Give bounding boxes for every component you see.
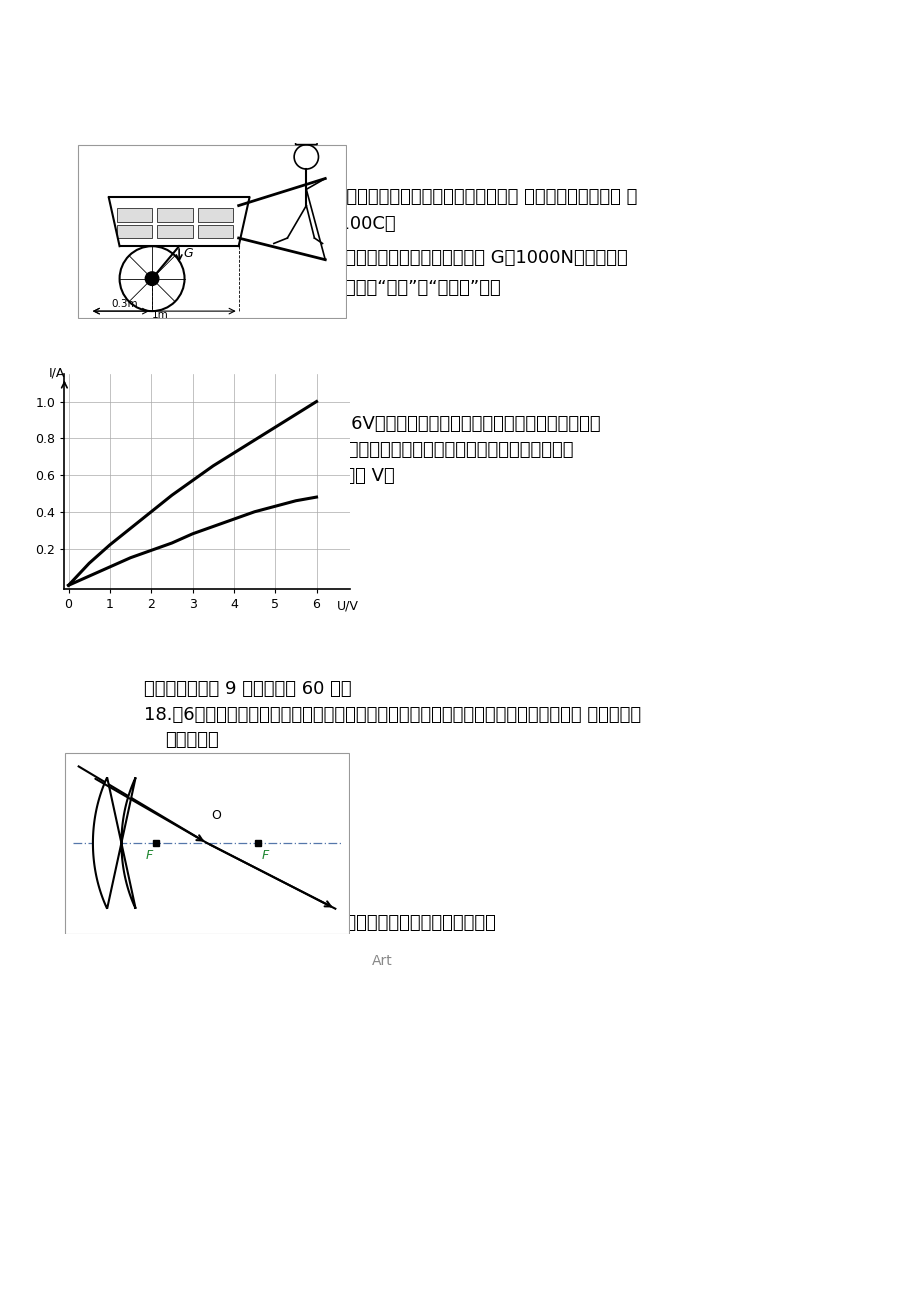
Bar [198,208,233,222]
Text: I/A: I/A [49,366,65,379]
Text: 线。现将两灯串联后接在某一电路中，要使其中一个灯泡正常发光，并保证电路安全，: 线。现将两灯串联后接在某一电路中，要使其中一个灯泡正常发光，并保证电路安全， [165,442,573,459]
Text: 成饭”，他认为是山上的泉水太冷的缘故。实际上，这是由于峨眉山的山上 较低，导致水的永点 的: 成饭”，他认为是山上的泉水太冷的缘故。实际上，这是由于峨眉山的山上 较低，导致水… [165,189,637,206]
Bar [117,208,152,222]
Circle shape [145,272,159,285]
Text: 缘故，此处水的永点　（填“>”）100C。: 缘故，此处水的永点 （填“>”）100C。 [165,215,395,232]
Bar [117,224,152,238]
Polygon shape [295,133,317,145]
Text: 0.3m: 0.3m [111,300,138,309]
Text: 人手向上的力 F＝N，使用它可以　（选填“省力”或“省距离”）。: 人手向上的力 F＝N，使用它可以 （选填“省力”或“省距离”）。 [165,279,500,297]
Text: 折射光线。: 折射光线。 [165,731,219,749]
Text: F: F [145,850,153,863]
Text: 17.（2分）甲和乙两灯的额定电压均为 6V，图是甲、乙两灯的电流随其两端电压变化的曲: 17.（2分）甲和乙两灯的额定电压均为 6V，图是甲、乙两灯的电流随其两端电压变… [143,416,599,433]
Text: 1m: 1m [152,310,168,319]
Text: 16.（2分）搞运砖头的独轮车的有关尺寸如图所示，车笱和砖头总重 G＝1000N，推车时，: 16.（2分）搞运砖头的独轮车的有关尺寸如图所示，车笱和砖头总重 G＝1000N… [143,249,627,267]
Polygon shape [93,778,135,908]
Bar [198,224,233,238]
Text: Art: Art [371,954,392,968]
Bar [157,208,192,222]
Text: F: F [261,850,268,863]
Text: G: G [183,248,193,261]
Text: 三、解答题（共 9 小题，满分 60 分）: 三、解答题（共 9 小题，满分 60 分） [143,680,351,698]
Text: 18.（6分）如图所示，已知凸透镜的一条折射光线和一条入射光线，请你对应画出它乌的 入射光线和: 18.（6分）如图所示，已知凸透镜的一条折射光线和一条入射光线，请你对应画出它乌… [143,706,640,724]
Text: U/V: U/V [336,599,358,612]
Bar [157,224,192,238]
Text: 电路的工作电流应为 A，电源电压最大为 V。: 电路的工作电流应为 A，电源电压最大为 V。 [165,468,394,486]
Text: 19.（2分）请将图中的灯泡和控制灯泡的开关正确地接入家庭电路中。: 19.（2分）请将图中的灯泡和控制灯泡的开关正确地接入家庭电路中。 [143,913,494,932]
Text: O: O [211,809,221,822]
